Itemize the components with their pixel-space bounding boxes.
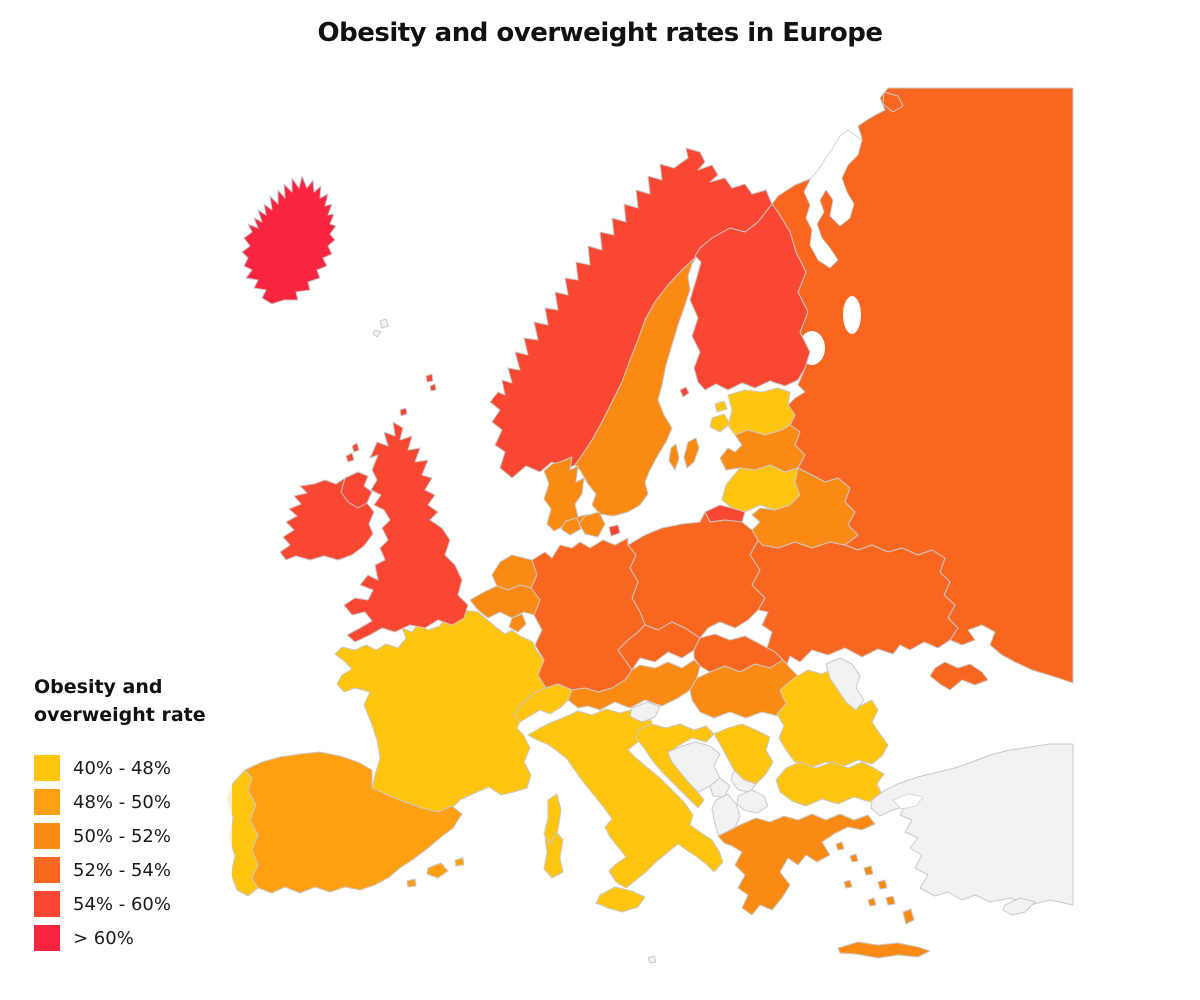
country-slovenia [629, 701, 661, 723]
country-spain-menorca [454, 857, 465, 867]
country-denmark-zealand [578, 511, 606, 538]
legend-swatch [34, 755, 60, 781]
country-united-kingdom-orkney [399, 407, 408, 417]
map-legend: Obesity and overweight rate 40% - 48% 48% … [18, 655, 232, 971]
country-lithuania [721, 464, 801, 513]
legend-label: 52% - 54% [73, 859, 171, 881]
white-sea [803, 129, 863, 269]
country-russia-kanin [882, 91, 904, 113]
country-montenegro [709, 777, 731, 798]
lake-onega [843, 296, 861, 334]
legend-swatch [34, 857, 60, 883]
country-greece-crete [837, 941, 931, 959]
country-germany [530, 537, 646, 693]
legend-items: 40% - 48% 48% - 50% 50% - 52% 52% - 54% 54% … [34, 755, 232, 951]
country-finland [689, 203, 811, 391]
country-greece-isl-4 [877, 879, 888, 890]
country-sweden-oland [668, 443, 680, 471]
country-kaliningrad-russia-bornholm [608, 524, 621, 537]
country-greece-isl-1 [835, 841, 845, 851]
country-united-kingdom-northern-ireland [340, 471, 373, 509]
country-malta [647, 955, 657, 964]
country-greece-isl-3 [863, 865, 874, 876]
country-greece-isl-7 [867, 897, 877, 907]
country-greece-isl-5 [843, 879, 853, 889]
country-belgium [469, 584, 541, 619]
legend-item-2: 50% - 52% [34, 823, 232, 849]
country-greece [717, 813, 876, 916]
country-denmark-funen [560, 517, 582, 536]
country-north-macedonia [736, 789, 769, 814]
country-ukraine [749, 539, 959, 668]
legend-label: > 60% [73, 927, 134, 949]
legend-swatch [34, 925, 60, 951]
country-estonia-hiiumaa [714, 400, 728, 413]
country-greece-rhodes [902, 908, 915, 925]
legend-item-0: 40% - 48% [34, 755, 232, 781]
country-estonia-saaremaa [709, 413, 731, 433]
legend-label: 50% - 52% [73, 825, 171, 847]
country-united-kingdom [343, 421, 469, 643]
country-italy-sicily [595, 886, 646, 913]
country-united-kingdom-hebrides-1 [351, 442, 360, 453]
legend-title: Obesity and overweight rate [34, 676, 206, 726]
legend-label: 48% - 50% [73, 791, 171, 813]
country-luxembourg [508, 613, 527, 633]
legend-item-4: 54% - 60% [34, 891, 232, 917]
legend-item-1: 48% - 50% [34, 789, 232, 815]
country-romania [776, 667, 889, 769]
legend-label: 40% - 48% [73, 757, 171, 779]
country-cyprus [1002, 897, 1036, 916]
country-austria [567, 659, 701, 711]
country-greece-isl-6 [885, 895, 896, 906]
country-serbia [713, 723, 774, 785]
country-greece-isl-2 [849, 853, 859, 863]
country-spain-mallorca [426, 862, 449, 879]
country-france-corsica [543, 793, 562, 846]
country-turkey [870, 743, 1074, 906]
legend-label: 54% - 60% [73, 893, 171, 915]
country-spain-ibiza [406, 878, 417, 888]
country-portugal [226, 769, 259, 897]
country-finland-aland [679, 386, 690, 398]
country-faroe-islands-faroe-2 [372, 329, 382, 338]
country-bulgaria [775, 761, 885, 807]
country-ukraine-crimea [929, 661, 989, 691]
legend-swatch [34, 789, 60, 815]
legend-swatch [34, 823, 60, 849]
country-czechia [617, 621, 701, 671]
country-sweden-gotland [683, 437, 700, 469]
page-title: Obesity and overweight rates in Europe [317, 18, 883, 48]
country-netherlands [491, 554, 538, 591]
legend-item-3: 52% - 54% [34, 857, 232, 883]
country-sweden [574, 247, 707, 517]
country-belarus [751, 467, 859, 549]
legend-swatch [34, 891, 60, 917]
legend-item-5: > 60% [34, 925, 232, 951]
country-poland [627, 511, 766, 639]
country-united-kingdom-hebrides-2 [345, 452, 355, 463]
country-united-kingdom-shetland-1 [425, 373, 434, 383]
country-iceland [241, 175, 337, 305]
country-united-kingdom-shetland-2 [429, 383, 437, 392]
sea-of-marmara [892, 793, 924, 810]
country-faroe-islands [379, 318, 389, 329]
country-moldova [825, 657, 865, 711]
